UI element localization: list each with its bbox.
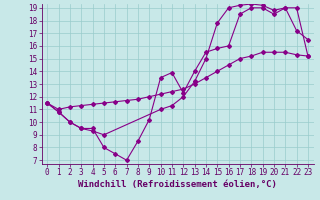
X-axis label: Windchill (Refroidissement éolien,°C): Windchill (Refroidissement éolien,°C) [78, 180, 277, 189]
